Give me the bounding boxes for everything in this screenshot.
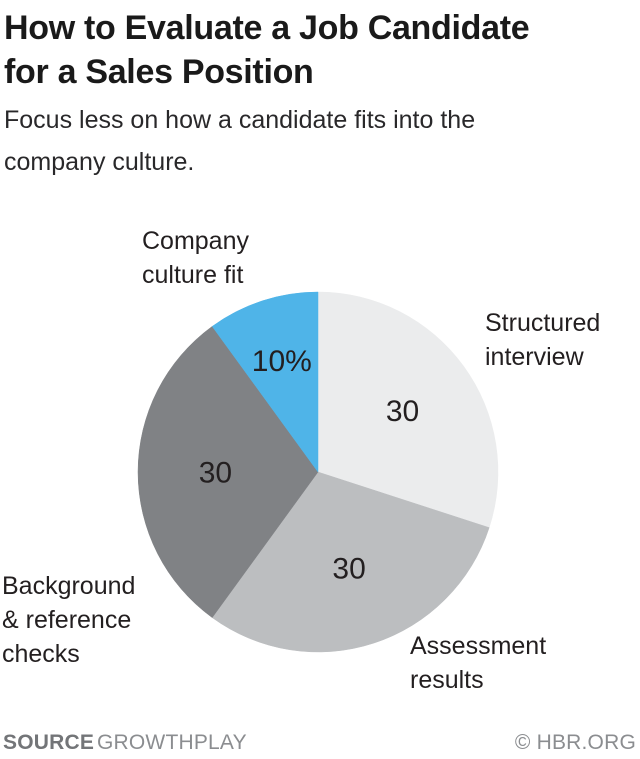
source-label: SOURCE xyxy=(3,731,95,754)
footer: SOURCE GROWTHPLAY © HBR.ORG xyxy=(0,729,640,759)
source-value: GROWTHPLAY xyxy=(97,731,247,754)
pie-value-label-company-culture-fit: 10% xyxy=(252,345,312,378)
pie-slice-background-reference-checks xyxy=(137,326,319,618)
pie-slice-structured-interview xyxy=(317,291,499,528)
copyright-credit: © HBR.ORG xyxy=(514,731,636,754)
slice-callout-company-culture-fit: Company culture fit xyxy=(142,227,249,289)
pie-value-label-structured-interview: 30 xyxy=(386,395,419,428)
pie-slice-company-culture-fit xyxy=(211,291,319,473)
pie-value-label-background-reference-checks: 30 xyxy=(199,457,232,490)
page-title: How to Evaluate a Job Candidate for a Sa… xyxy=(4,9,530,91)
slice-callout-structured-interview: Structured interview xyxy=(485,309,601,371)
slice-callout-background-reference-checks: Background & reference checks xyxy=(2,572,136,668)
pie-value-label-assessment-results: 30 xyxy=(332,552,365,585)
page-subtitle: Focus less on how a candidate fits into … xyxy=(4,106,476,176)
pie-slice-assessment-results xyxy=(211,471,490,653)
slice-callout-assessment-results: Assessment results xyxy=(410,632,547,694)
